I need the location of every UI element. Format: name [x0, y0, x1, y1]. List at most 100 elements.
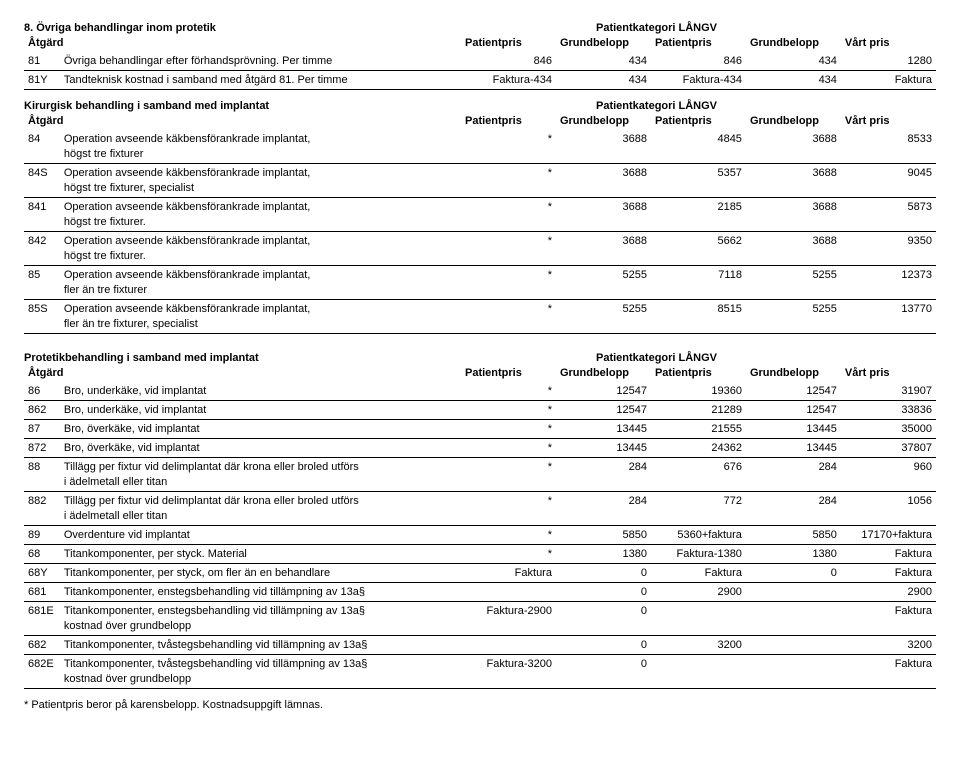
cell-desc: Tillägg per fixtur vid delimplantat där …: [60, 458, 461, 477]
cell-empty: [24, 510, 60, 526]
footnote: * Patientpris beror på karensbelopp. Kos…: [24, 699, 936, 711]
col-atgard: Åtgärd: [24, 364, 461, 382]
cell-vp: 9045: [841, 164, 936, 183]
cell-gb1: 0: [556, 655, 651, 674]
cell-subdesc: fler än tre fixturer: [60, 284, 936, 300]
cell-gb2: [746, 583, 841, 602]
table-row-sub: i ädelmetall eller titan: [24, 476, 936, 492]
section1-header: 8. Övriga behandlingar inom protetik Pat…: [24, 22, 936, 34]
cell-pp1: Faktura-3200: [461, 655, 556, 674]
cell-code: 88: [24, 458, 60, 477]
section3-table: Åtgärd Patientpris Grundbelopp Patientpr…: [24, 364, 936, 689]
col-gb2: Grundbelopp: [746, 364, 841, 382]
cell-code: 84S: [24, 164, 60, 183]
col-atgard: Åtgärd: [24, 34, 461, 52]
table-row: 842Operation avseende käkbensförankrade …: [24, 232, 936, 251]
table-row: 89Overdenture vid implantat*58505360+fak…: [24, 526, 936, 545]
cell-vp: 17170+faktura: [841, 526, 936, 545]
cell-gb1: 0: [556, 564, 651, 583]
section2-header: Kirurgisk behandling i samband med impla…: [24, 100, 936, 112]
cell-desc: Operation avseende käkbensförankrade imp…: [60, 232, 461, 251]
table-row: 862Bro, underkäke, vid implantat*1254721…: [24, 401, 936, 420]
cell-gb1: 12547: [556, 382, 651, 401]
cell-pp1: *: [461, 232, 556, 251]
cell-desc: Operation avseende käkbensförankrade imp…: [60, 164, 461, 183]
cell-gb2: 12547: [746, 401, 841, 420]
cell-gb2: [746, 655, 841, 674]
cell-empty: [24, 250, 60, 266]
cell-desc: Overdenture vid implantat: [60, 526, 461, 545]
cell-pp2: 676: [651, 458, 746, 477]
cell-empty: [24, 476, 60, 492]
cell-pp2: 21289: [651, 401, 746, 420]
cell-code: 682E: [24, 655, 60, 674]
cell-desc: Tandteknisk kostnad i samband med åtgärd…: [60, 71, 461, 90]
cell-vp: 33836: [841, 401, 936, 420]
cell-pp1: *: [461, 420, 556, 439]
cell-vp: Faktura: [841, 545, 936, 564]
table-row: 88Tillägg per fixtur vid delimplantat dä…: [24, 458, 936, 477]
cell-gb2: 434: [746, 52, 841, 71]
col-vp: Vårt pris: [841, 364, 936, 382]
cell-desc: Bro, underkäke, vid implantat: [60, 382, 461, 401]
table-row: 85SOperation avseende käkbensförankrade …: [24, 300, 936, 319]
col-pp2: Patientpris: [651, 364, 746, 382]
table-row: 87Bro, överkäke, vid implantat*134452155…: [24, 420, 936, 439]
cell-gb1: 5850: [556, 526, 651, 545]
cell-subdesc: kostnad över grundbelopp: [60, 620, 936, 636]
table-row: 81Övriga behandlingar efter förhandspröv…: [24, 52, 936, 71]
cell-gb1: 0: [556, 583, 651, 602]
cell-pp2: 5662: [651, 232, 746, 251]
table-row: 681ETitankomponenter, enstegsbehandling …: [24, 602, 936, 621]
cell-gb2: 12547: [746, 382, 841, 401]
cell-desc: Operation avseende käkbensförankrade imp…: [60, 130, 461, 148]
cell-vp: 1280: [841, 52, 936, 71]
cell-gb1: 284: [556, 492, 651, 511]
cell-pp2: 5360+faktura: [651, 526, 746, 545]
col-pp2: Patientpris: [651, 34, 746, 52]
cell-code: 862: [24, 401, 60, 420]
cell-gb1: 3688: [556, 164, 651, 183]
col-gb1: Grundbelopp: [556, 112, 651, 130]
table-row: 84Operation avseende käkbensförankrade i…: [24, 130, 936, 148]
cell-pp1: Faktura-2900: [461, 602, 556, 621]
cell-subdesc: högst tre fixturer: [60, 148, 936, 164]
cell-gb1: 13445: [556, 439, 651, 458]
table-row-sub: högst tre fixturer.: [24, 250, 936, 266]
col-pp1: Patientpris: [461, 364, 556, 382]
cell-vp: Faktura: [841, 655, 936, 674]
cell-desc: Bro, överkäke, vid implantat: [60, 420, 461, 439]
col-gb1: Grundbelopp: [556, 34, 651, 52]
cell-desc: Tillägg per fixtur vid delimplantat där …: [60, 492, 461, 511]
cell-desc: Övriga behandlingar efter förhandsprövni…: [60, 52, 461, 71]
cell-pp2: [651, 655, 746, 674]
cell-gb1: 284: [556, 458, 651, 477]
cell-empty: [24, 182, 60, 198]
cell-desc: Titankomponenter, enstegsbehandling vid …: [60, 602, 461, 621]
cell-vp: 9350: [841, 232, 936, 251]
cell-code: 85: [24, 266, 60, 285]
cell-code: 681: [24, 583, 60, 602]
cell-pp1: [461, 636, 556, 655]
cell-gb2: 284: [746, 492, 841, 511]
table-row-sub: högst tre fixturer: [24, 148, 936, 164]
cell-gb2: 5255: [746, 266, 841, 285]
col-gb1: Grundbelopp: [556, 364, 651, 382]
col-vp: Vårt pris: [841, 34, 936, 52]
cell-gb2: 434: [746, 71, 841, 90]
cell-pp2: 7118: [651, 266, 746, 285]
cell-pp2: 8515: [651, 300, 746, 319]
cell-pp1: *: [461, 492, 556, 511]
cell-pp2: 2900: [651, 583, 746, 602]
col-gb2: Grundbelopp: [746, 112, 841, 130]
cell-gb1: 3688: [556, 130, 651, 148]
cell-subdesc: i ädelmetall eller titan: [60, 510, 936, 526]
cell-empty: [24, 216, 60, 232]
section1-category: Patientkategori LÅNGV: [596, 22, 936, 34]
cell-gb1: 434: [556, 71, 651, 90]
cell-pp1: *: [461, 266, 556, 285]
cell-code: 882: [24, 492, 60, 511]
cell-gb1: 5255: [556, 300, 651, 319]
cell-pp1: *: [461, 382, 556, 401]
table-row: 882Tillägg per fixtur vid delimplantat d…: [24, 492, 936, 511]
